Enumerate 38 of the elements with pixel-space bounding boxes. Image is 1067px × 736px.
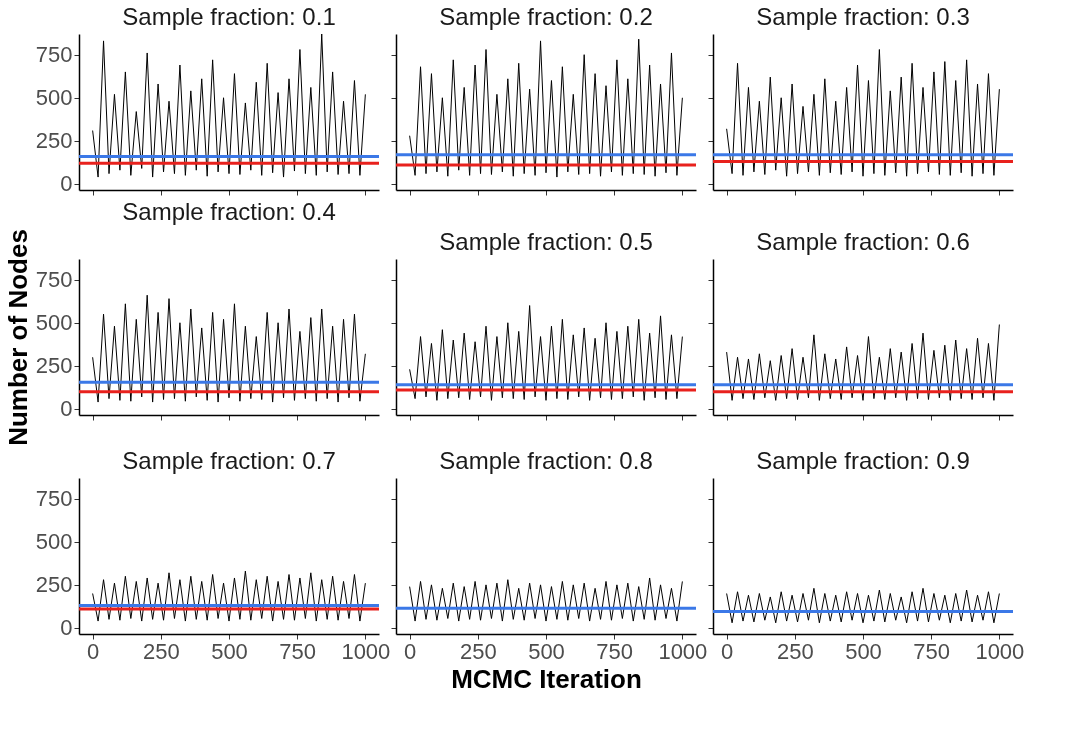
chart-title: Sample fraction: 0.9 [756,447,970,474]
x-tick-label: 750 [913,638,951,664]
x-tick-label: 0 [721,638,734,664]
x-tick-label: 500 [528,638,565,664]
y-tick-label: 250 [35,128,73,154]
x-tick-label: 500 [211,638,248,664]
x-tick-label: 250 [459,638,497,664]
x-tick-label: 750 [279,638,317,664]
x-tick-label: 250 [776,638,814,664]
chart-title: Sample fraction: 0.7 [122,447,336,474]
x-tick-label: 0 [404,638,417,664]
chart-title: Sample fraction: 0.2 [439,3,653,30]
chart-title: Sample fraction: 0.6 [756,228,970,255]
x-tick-label: 500 [845,638,882,664]
x-tick-label: 0 [87,638,100,664]
y-tick-label: 250 [35,353,73,379]
x-tick-label: 1000 [658,638,708,664]
x-tick-label: 1000 [341,638,391,664]
y-tick-label: 0 [60,396,73,422]
x-tick-label: 1000 [975,638,1025,664]
y-tick-label: 500 [35,85,73,111]
y-tick-label: 750 [35,267,73,293]
x-tick-label: 750 [596,638,634,664]
y-tick-label: 250 [35,572,73,598]
x-tick-label: 250 [142,638,180,664]
chart-title: Sample fraction: 0.3 [756,3,970,30]
x-axis-title: MCMC Iteration [451,663,642,694]
y-axis-title: Number of Nodes [2,229,33,446]
chart-title: Sample fraction: 0.8 [439,447,653,474]
y-tick-label: 500 [35,529,73,555]
y-tick-label: 750 [35,42,73,68]
y-tick-label: 0 [60,171,73,197]
y-tick-label: 500 [35,310,73,336]
chart-title: Sample fraction: 0.5 [439,228,653,255]
chart-title: Sample fraction: 0.4 [122,197,336,225]
y-tick-label: 0 [60,615,73,641]
chart-title: Sample fraction: 0.1 [122,2,336,30]
y-tick-label: 750 [35,486,73,512]
